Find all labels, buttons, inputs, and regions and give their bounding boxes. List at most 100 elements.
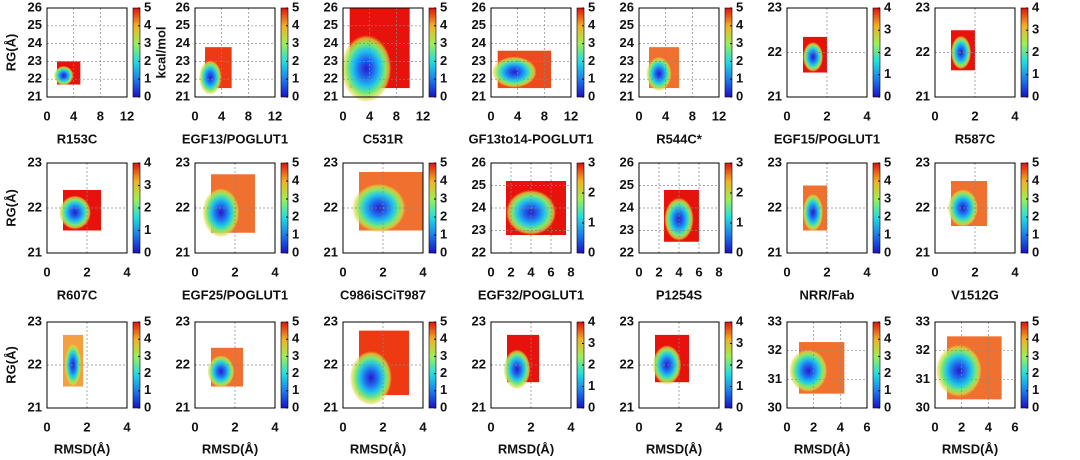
x-tick-label: 2	[507, 264, 514, 279]
colorbar-tick-label: 0	[440, 399, 447, 414]
y-tick-label: 26	[176, 0, 190, 14]
x-tick-label: 2	[675, 419, 682, 434]
colorbar-tick-label: 5	[1032, 154, 1039, 169]
axes-box	[786, 7, 868, 98]
x-tick-label: 4	[218, 108, 226, 123]
axes-box	[490, 162, 572, 254]
colorbar-tick-label: 4	[440, 331, 448, 346]
colorbar	[724, 7, 733, 98]
y-tick-label: 21	[28, 244, 42, 259]
colorbar-tick-label: 3	[588, 154, 595, 169]
x-tick-label: 8	[97, 108, 104, 123]
colorbar-tick-label: 0	[884, 399, 891, 414]
colorbar-tick-label: 4	[884, 0, 892, 14]
x-tick-label: 4	[863, 108, 871, 123]
x-tick-label: 0	[43, 264, 50, 279]
x-tick-label: 0	[339, 419, 346, 434]
x-tick-label: 4	[419, 264, 427, 279]
axes-box	[46, 7, 128, 98]
y-tick-label: 25	[620, 177, 634, 192]
colorbar-tick-label: 2	[736, 53, 743, 68]
x-tick-label: 0	[43, 419, 50, 434]
x-tick-label: 4	[366, 108, 374, 123]
colorbar-tick-label: 1	[292, 382, 299, 397]
y-tick-label: 31	[768, 371, 782, 386]
y-tick-label: 33	[768, 313, 782, 328]
x-tick-label: 4	[123, 264, 131, 279]
x-tick-label: 2	[823, 264, 830, 279]
colorbar	[280, 321, 289, 409]
y-tick-label: 21	[176, 399, 190, 414]
axes-box	[786, 162, 868, 254]
y-axis-label: RG(Å)	[3, 34, 18, 72]
colorbar-tick-label: 0	[884, 88, 891, 103]
x-tick-label: 4	[662, 108, 670, 123]
colorbar-tick-label: 1	[144, 382, 151, 397]
colorbar-tick-label: 1	[440, 226, 447, 241]
colorbar-tick-label: 0	[736, 399, 743, 414]
axes-box	[934, 162, 1016, 254]
colorbar-tick-label: 3	[292, 35, 299, 50]
energy-minimum	[491, 56, 537, 88]
y-tick-label: 21	[324, 88, 338, 103]
y-tick-label: 21	[916, 88, 930, 103]
panel-title: R153C	[57, 131, 98, 146]
x-tick-label: 0	[339, 108, 346, 123]
y-tick-label: 23	[768, 0, 782, 14]
y-tick-label: 23	[176, 313, 190, 328]
colorbar-tick-label: 4	[884, 172, 892, 187]
colorbar-tick-label: 3	[736, 154, 743, 169]
colorbar-tick-label: 0	[736, 88, 743, 103]
colorbar	[576, 7, 585, 98]
colorbar-tick-label: 2	[292, 365, 299, 380]
x-tick-label: 4	[715, 419, 723, 434]
y-tick-label: 22	[176, 199, 190, 214]
colorbar-tick-label: 2	[144, 199, 151, 214]
colorbar-tick-label: 3	[884, 348, 891, 363]
colorbar-tick-label: 1	[884, 226, 891, 241]
x-tick-label: 0	[43, 108, 50, 123]
x-tick-label: 4	[514, 108, 522, 123]
colorbar-tick-label: 5	[884, 313, 891, 328]
colorbar-tick-label: 0	[1032, 88, 1039, 103]
colorbar-tick-label: 2	[884, 208, 891, 223]
colorbar	[132, 7, 141, 98]
x-axis-label: RMSD(Å)	[794, 441, 850, 456]
colorbar-tick-label: 5	[144, 0, 151, 14]
x-tick-label: 2	[823, 108, 830, 123]
energy-minimum	[207, 355, 235, 388]
colorbar-tick-label: 2	[292, 208, 299, 223]
panel-title: EGF25/POGLUT1	[182, 287, 288, 302]
colorbar-tick-label: 1	[144, 71, 151, 86]
axes-box	[638, 162, 720, 254]
x-axis-label: RMSD(Å)	[646, 441, 702, 456]
colorbar-tick-label: 1	[440, 71, 447, 86]
y-tick-label: 23	[472, 222, 486, 237]
x-tick-label: 0	[191, 419, 198, 434]
x-axis-label: RMSD(Å)	[54, 441, 110, 456]
colorbar-tick-label: 1	[292, 71, 299, 86]
x-tick-label: 0	[487, 419, 494, 434]
x-axis-label: RMSD(Å)	[498, 441, 554, 456]
colorbar-tick-label: 0	[588, 244, 595, 259]
x-tick-label: 8	[567, 264, 574, 279]
colorbar	[428, 7, 437, 98]
y-tick-label: 25	[28, 17, 42, 32]
y-tick-label: 23	[768, 154, 782, 169]
x-axis-label: RMSD(Å)	[350, 441, 406, 456]
colorbar-tick-label: 3	[884, 22, 891, 37]
colorbar-tick-label: 2	[588, 356, 595, 371]
y-tick-label: 24	[472, 199, 487, 214]
x-tick-label: 2	[231, 264, 238, 279]
x-tick-label: 2	[379, 419, 386, 434]
colorbar-tick-label: 4	[292, 331, 300, 346]
colorbar-tick-label: 4	[292, 17, 300, 32]
colorbar-tick-label: 4	[1032, 172, 1040, 187]
y-tick-label: 23	[324, 154, 338, 169]
colorbar-tick-label: 2	[588, 53, 595, 68]
axes-box	[490, 321, 572, 409]
x-tick-label: 2	[231, 419, 238, 434]
y-tick-label: 22	[768, 199, 782, 214]
y-tick-label: 26	[324, 0, 338, 14]
